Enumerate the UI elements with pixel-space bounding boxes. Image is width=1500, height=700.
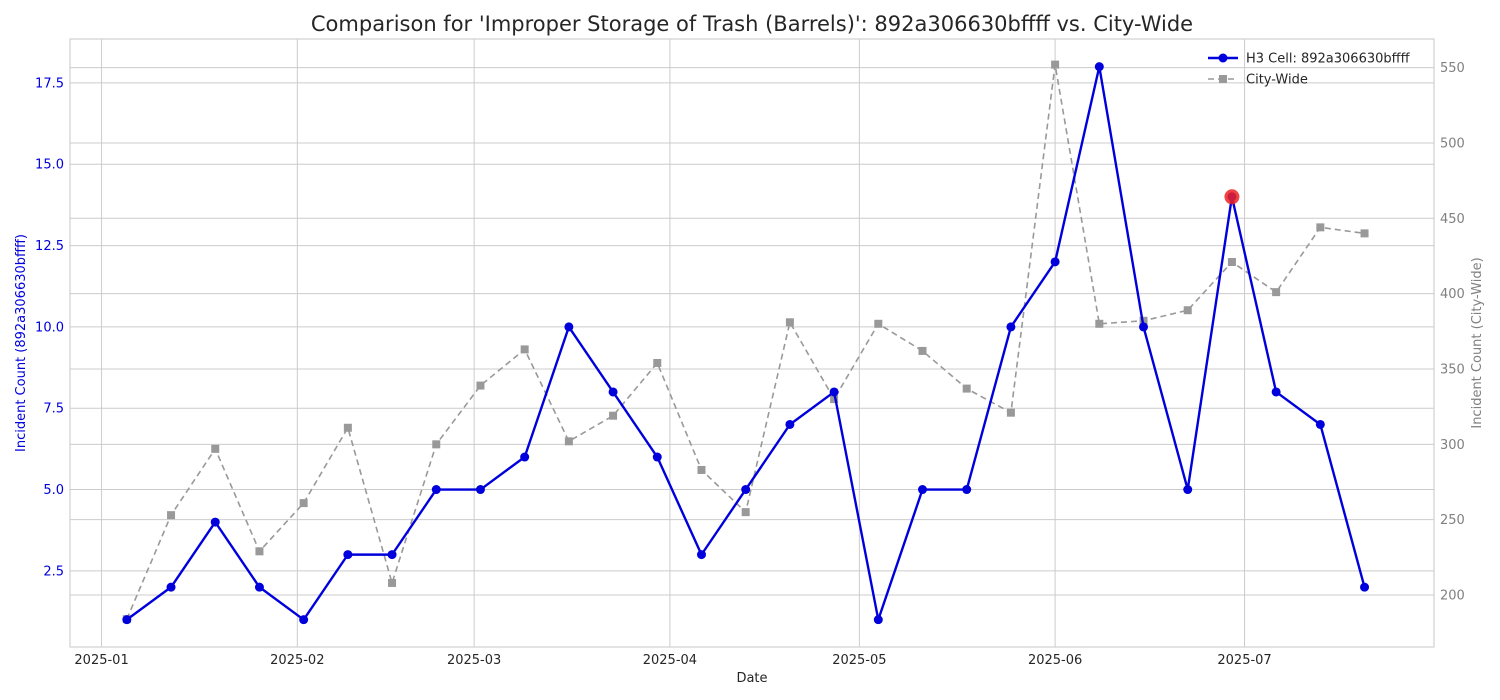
- y-left-tick-label: 12.5: [35, 239, 64, 254]
- data-point: [1095, 319, 1104, 328]
- x-tick-label: 2025-07: [1217, 653, 1271, 668]
- data-point: [918, 485, 927, 495]
- data-point: [874, 319, 883, 328]
- data-point: [387, 550, 397, 560]
- plot-area: [70, 39, 1434, 647]
- y-left-tick-label: 15.0: [35, 158, 64, 173]
- data-point: [873, 615, 883, 625]
- y-right-tick-label: 200: [1440, 589, 1465, 604]
- x-axis-label: Date: [736, 671, 767, 686]
- data-point: [962, 485, 972, 495]
- data-point: [830, 395, 839, 404]
- y-right-tick-label: 550: [1440, 61, 1465, 76]
- data-point: [829, 387, 839, 397]
- data-point: [432, 440, 441, 449]
- data-point: [1271, 387, 1281, 397]
- x-tick-label: 2025-02: [270, 653, 324, 668]
- y-left-tick-label: 5.0: [43, 483, 64, 498]
- y-right-tick-label: 350: [1440, 362, 1465, 377]
- data-point: [211, 444, 220, 453]
- data-point: [520, 345, 529, 354]
- y-right-tick-label: 450: [1440, 212, 1465, 227]
- data-point: [167, 511, 176, 520]
- highlight-point: [1224, 189, 1240, 205]
- y-right-tick-label: 500: [1440, 136, 1465, 151]
- y-right-tick-label: 250: [1440, 513, 1465, 528]
- data-point: [1272, 288, 1281, 297]
- data-point: [166, 582, 176, 592]
- data-point: [1316, 223, 1325, 232]
- x-tick-label: 2025-04: [643, 653, 697, 668]
- axes: 2025-01 2025-02 2025-03 2025-04 2025-05 2025-…: [35, 38, 1465, 668]
- data-point: [343, 423, 352, 432]
- y-left-tick-label: 10.0: [35, 320, 64, 335]
- data-point: [1360, 229, 1369, 238]
- data-point: [1094, 62, 1104, 72]
- y-right-tick-label: 300: [1440, 438, 1465, 453]
- data-point: [1360, 582, 1370, 592]
- chart-title: Comparison for 'Improper Storage of Tras…: [311, 12, 1193, 36]
- grid: [70, 39, 1434, 647]
- legend-marker-h3-cell: [1218, 53, 1228, 63]
- series: [122, 60, 1370, 625]
- data-point: [476, 381, 485, 390]
- data-point: [1227, 258, 1236, 267]
- data-point: [210, 517, 220, 527]
- x-tick-label: 2025-03: [447, 653, 501, 668]
- legend: H3 Cell: 892a306630bffff City-Wide: [1208, 52, 1411, 88]
- plot-background: [70, 39, 1434, 647]
- data-point: [564, 437, 573, 446]
- legend-marker-city-wide: [1219, 75, 1227, 83]
- x-tick-label: 2025-05: [832, 653, 886, 668]
- data-point: [1006, 322, 1016, 332]
- data-point: [741, 485, 751, 495]
- data-point: [696, 550, 706, 560]
- y-left-tick-label: 2.5: [43, 564, 64, 579]
- data-point: [343, 550, 353, 560]
- data-point: [255, 547, 264, 556]
- data-point: [741, 508, 750, 517]
- y-left-tick-label: 7.5: [43, 402, 64, 417]
- data-point: [785, 318, 794, 327]
- data-point: [697, 465, 706, 474]
- legend-label-city-wide: City-Wide: [1246, 73, 1308, 88]
- data-point: [608, 387, 618, 397]
- data-point: [1050, 257, 1060, 267]
- data-point: [962, 384, 971, 393]
- data-point: [564, 322, 574, 332]
- data-point: [653, 358, 662, 367]
- y-axis-label-right: Incident Count (City-Wide): [1470, 257, 1485, 428]
- y-left-tick-label: 17.5: [35, 76, 64, 91]
- data-point: [1315, 419, 1325, 429]
- data-point: [1006, 408, 1015, 417]
- data-point: [475, 485, 485, 495]
- data-point: [299, 615, 309, 625]
- data-point: [918, 346, 927, 355]
- data-point: [254, 582, 264, 592]
- legend-label-h3-cell: H3 Cell: 892a306630bffff: [1246, 52, 1411, 67]
- data-point: [1183, 306, 1192, 315]
- x-tick-label: 2025-01: [74, 653, 128, 668]
- data-point: [388, 578, 397, 587]
- data-point: [1139, 322, 1149, 332]
- series-h3-cell: [122, 62, 1370, 625]
- data-point: [431, 485, 441, 495]
- data-point: [1051, 60, 1060, 69]
- x-tick-label: 2025-06: [1028, 653, 1082, 668]
- data-point: [122, 615, 132, 625]
- y-axis-label-left: Incident Count (892a306630bffff): [14, 234, 29, 452]
- y-right-tick-label: 400: [1440, 287, 1465, 302]
- data-point: [785, 419, 795, 429]
- plot-frame: [69, 38, 1435, 648]
- data-point: [609, 411, 618, 420]
- data-point: [299, 499, 308, 508]
- data-point: [652, 452, 662, 462]
- data-point: [1183, 485, 1193, 495]
- data-point: [520, 452, 530, 462]
